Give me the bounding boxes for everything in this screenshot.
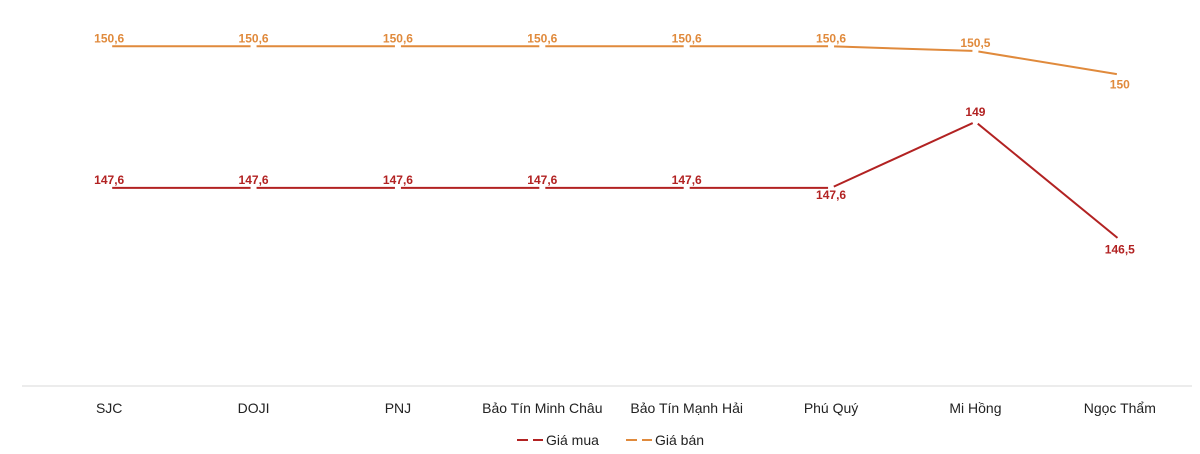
series-2-data-label: 150 bbox=[1110, 78, 1130, 92]
x-tick-label: Mi Hồng bbox=[949, 400, 1001, 416]
series-1-segment bbox=[977, 122, 1119, 239]
series-2-data-label: 150,6 bbox=[816, 31, 846, 45]
data-label-layer: 147,6 147,6 147,6 147,6 147,6 147,6 149 146,5 15… bbox=[94, 31, 1135, 256]
series-2-line bbox=[112, 45, 1118, 76]
series-2-data-label: 150,6 bbox=[383, 31, 413, 45]
series-2-data-label: 150,6 bbox=[672, 31, 702, 45]
x-tick-layer: SJC DOJI PNJ Bảo Tín Minh Châu Bảo Tín Mạnh … bbox=[96, 400, 1156, 416]
series-2-data-label: 150,5 bbox=[960, 36, 990, 50]
x-tick-label: Bảo Tín Mạnh Hải bbox=[630, 400, 743, 416]
series-1-data-label: 147,6 bbox=[672, 173, 702, 187]
series-1-data-label: 147,6 bbox=[527, 173, 557, 187]
series-2-segment bbox=[978, 50, 1118, 76]
legend-item-1: Giá mua bbox=[517, 432, 599, 448]
series-1-data-label: 147,6 bbox=[239, 173, 269, 187]
x-tick-label: Ngọc Thẩm bbox=[1084, 400, 1156, 416]
series-1-segment bbox=[833, 122, 974, 188]
x-tick-label: Phú Quý bbox=[804, 400, 858, 416]
x-tick-label: DOJI bbox=[238, 400, 270, 416]
legend: Giá mua Giá bán bbox=[517, 432, 704, 448]
x-tick-label: Bảo Tín Minh Châu bbox=[482, 400, 602, 416]
legend-item-2: Giá bán bbox=[626, 432, 704, 448]
series-2-data-label: 150,6 bbox=[527, 31, 557, 45]
legend-label: Giá bán bbox=[655, 432, 704, 448]
series-1-data-label: 147,6 bbox=[94, 173, 124, 187]
legend-label: Giá mua bbox=[546, 432, 599, 448]
series-2-data-label: 150,6 bbox=[239, 31, 269, 45]
series-1-data-label: 147,6 bbox=[383, 173, 413, 187]
series-1-data-label: 147,6 bbox=[816, 188, 846, 202]
series-2-segment bbox=[834, 45, 973, 52]
series-2-data-label: 150,6 bbox=[94, 31, 124, 45]
x-tick-label: SJC bbox=[96, 400, 122, 416]
series-layer bbox=[112, 45, 1119, 239]
series-1-line bbox=[112, 122, 1119, 239]
series-1-data-label: 146,5 bbox=[1105, 243, 1135, 257]
x-tick-label: PNJ bbox=[385, 400, 411, 416]
series-1-data-label: 149 bbox=[965, 105, 985, 119]
